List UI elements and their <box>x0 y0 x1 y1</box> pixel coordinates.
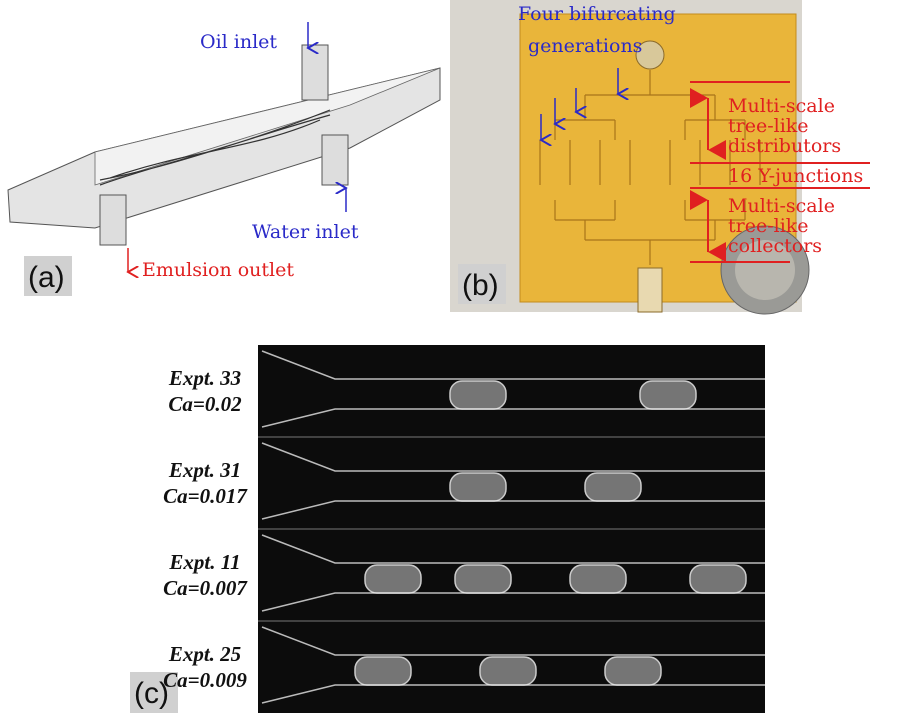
annotation: distributors <box>728 135 841 157</box>
annotation: tree-like <box>728 115 809 137</box>
capillary-number: Ca=0.017 <box>163 484 248 508</box>
outlet-port <box>638 268 662 312</box>
droplet <box>570 565 626 593</box>
annotation: Multi-scale <box>728 195 835 217</box>
capillary-number: Ca=0.009 <box>163 668 247 692</box>
droplet <box>450 473 506 501</box>
panel-label: (a) <box>28 261 65 294</box>
capillary-number: Ca=0.02 <box>168 392 242 416</box>
annotation: 16 Y-junctions <box>728 165 863 187</box>
annotation: Oil inlet <box>200 31 277 53</box>
annotation: Emulsion outlet <box>142 259 294 281</box>
annotation: Four bifurcating <box>518 3 676 25</box>
experiment-name: Expt. 33 <box>168 366 241 390</box>
figure: Oil inlet Water inlet Emulsion outlet (a… <box>0 0 912 713</box>
droplet <box>690 565 746 593</box>
droplet <box>640 381 696 409</box>
annotation: Water inlet <box>252 221 359 243</box>
panel-label: (b) <box>462 269 499 302</box>
annotation: tree-like <box>728 215 809 237</box>
droplet <box>480 657 536 685</box>
panel-b: Four bifurcating generations Multi-scale… <box>450 0 870 314</box>
annotation: Multi-scale <box>728 95 835 117</box>
droplet <box>365 565 421 593</box>
droplet <box>450 381 506 409</box>
droplet <box>455 565 511 593</box>
experiment-name: Expt. 11 <box>168 550 240 574</box>
annotation: collectors <box>728 235 822 257</box>
annotation: generations <box>528 35 642 57</box>
oil-inlet-tube <box>302 45 328 100</box>
experiment-name: Expt. 31 <box>168 458 241 482</box>
droplet <box>585 473 641 501</box>
capillary-number: Ca=0.007 <box>163 576 248 600</box>
outlet-tube <box>100 195 126 245</box>
droplet <box>355 657 411 685</box>
experiment-name: Expt. 25 <box>168 642 241 666</box>
water-inlet-tube <box>322 135 348 185</box>
droplet <box>605 657 661 685</box>
panel-a: Oil inlet Water inlet Emulsion outlet (a… <box>8 22 440 296</box>
